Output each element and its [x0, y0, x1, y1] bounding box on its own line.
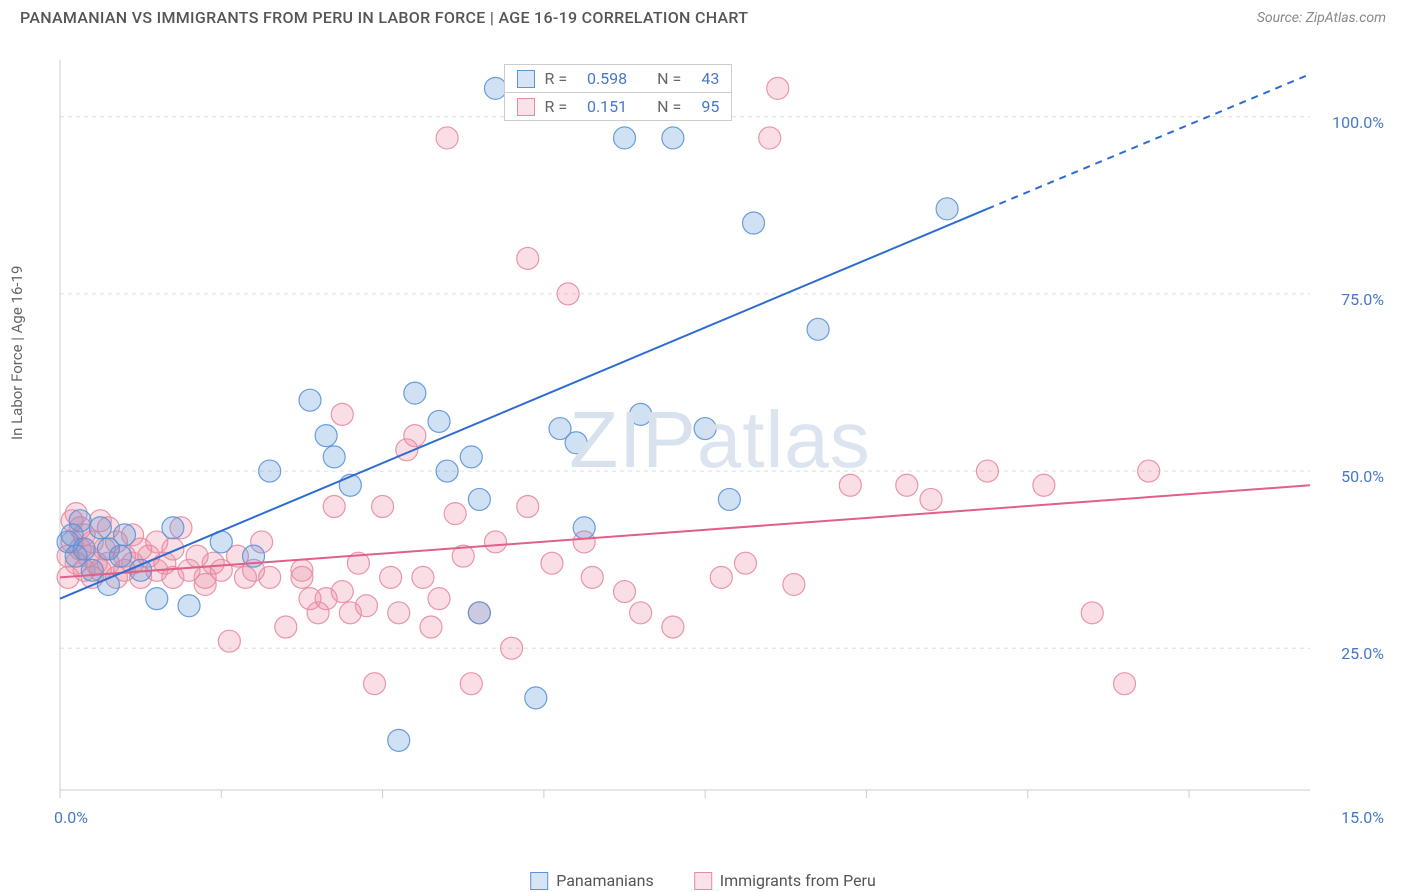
stats-r-value: 0.598	[577, 69, 627, 88]
header: PANAMANIAN VS IMMIGRANTS FROM PERU IN LA…	[0, 0, 1406, 33]
legend-swatch-icon	[694, 872, 712, 890]
stats-row: R = 0.151 N = 95	[505, 93, 732, 120]
legend-item-peru: Immigrants from Peru	[694, 871, 876, 890]
x-axis-tick-label: 0.0%	[54, 808, 88, 827]
bottom-legend: Panamanians Immigrants from Peru	[530, 871, 876, 890]
legend-swatch-icon	[530, 872, 548, 890]
stats-legend-box: R = 0.598 N = 43 R = 0.151 N = 95	[504, 64, 733, 121]
scatter-plot	[50, 50, 1390, 830]
y-axis-tick-label: 75.0%	[1341, 290, 1384, 309]
stats-n-value: 95	[691, 97, 719, 116]
stats-swatch-icon	[517, 98, 535, 116]
stats-n-value: 43	[691, 69, 719, 88]
source-attribution: Source: ZipAtlas.com	[1257, 10, 1386, 26]
stats-r-label: R =	[545, 97, 568, 116]
legend-label: Immigrants from Peru	[720, 871, 876, 890]
y-axis-tick-label: 25.0%	[1341, 644, 1384, 663]
x-axis-tick-label: 15.0%	[1341, 808, 1384, 827]
legend-item-panamanians: Panamanians	[530, 871, 654, 890]
stats-n-label: N =	[657, 97, 681, 116]
chart-area: ZIPatlas R =0.598N =43R =0.151N =95 0.0%…	[50, 50, 1390, 830]
stats-row: R = 0.598 N = 43	[505, 65, 732, 93]
stats-n-label: N =	[657, 69, 681, 88]
stats-swatch-icon	[517, 70, 535, 88]
chart-title: PANAMANIAN VS IMMIGRANTS FROM PERU IN LA…	[20, 8, 748, 27]
legend-label: Panamanians	[556, 871, 654, 890]
stats-r-value: 0.151	[577, 97, 627, 116]
stats-r-label: R =	[545, 69, 568, 88]
y-axis-tick-label: 50.0%	[1341, 467, 1384, 486]
y-axis-label: In Labor Force | Age 16-19	[8, 266, 26, 440]
y-axis-tick-label: 100.0%	[1332, 113, 1384, 132]
